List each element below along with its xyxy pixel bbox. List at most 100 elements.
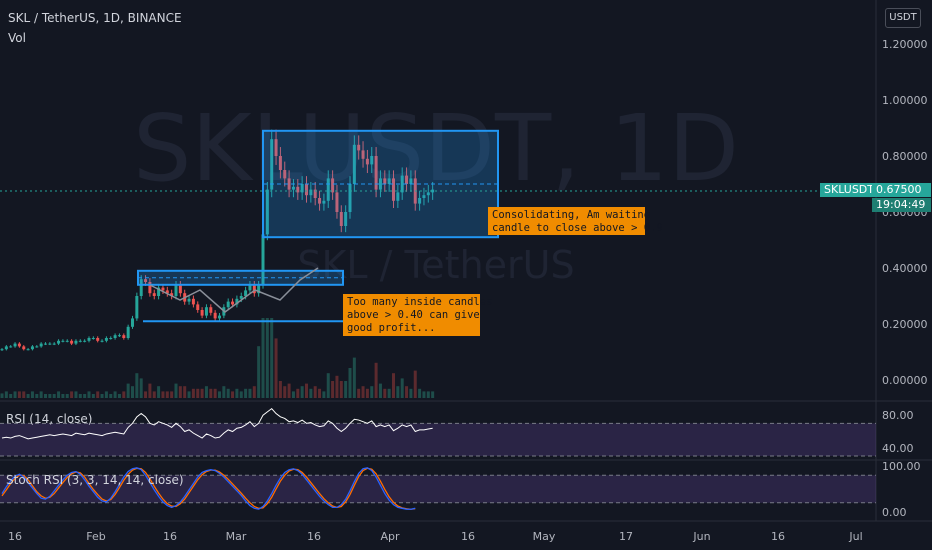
candle-body bbox=[357, 144, 361, 151]
candle-body bbox=[213, 312, 217, 319]
candle-body bbox=[191, 298, 195, 305]
candle-body bbox=[174, 284, 178, 296]
volume-bar bbox=[135, 373, 139, 398]
volume-bar bbox=[257, 346, 261, 398]
candle-body bbox=[131, 318, 134, 327]
candle-body bbox=[100, 340, 104, 342]
candle-body bbox=[22, 346, 26, 350]
candle-body bbox=[326, 178, 330, 201]
volume-bar bbox=[283, 386, 287, 398]
x-tick-label: 16 bbox=[461, 530, 475, 543]
candle-body bbox=[257, 284, 261, 294]
candle-body bbox=[296, 186, 300, 193]
x-tick-label: Jun bbox=[692, 530, 710, 543]
volume-bar bbox=[157, 386, 161, 398]
candle-body bbox=[287, 178, 291, 190]
candle-body bbox=[270, 139, 274, 190]
volume-bar bbox=[335, 375, 339, 398]
candle-body bbox=[26, 349, 30, 351]
candle-body bbox=[165, 290, 169, 294]
stoch-d-line bbox=[1, 467, 416, 510]
x-tick-label: 17 bbox=[619, 530, 633, 543]
volume-bar bbox=[183, 386, 187, 398]
projection-path bbox=[149, 267, 319, 313]
candle-body bbox=[226, 301, 230, 308]
candle-body bbox=[109, 338, 113, 339]
volume-bar bbox=[370, 386, 374, 398]
volume-bar bbox=[357, 388, 361, 398]
volume-bar bbox=[265, 318, 269, 398]
volume-bar bbox=[174, 383, 178, 398]
candle-body bbox=[309, 189, 313, 196]
volume-bar bbox=[104, 391, 108, 398]
volume-bar bbox=[209, 388, 213, 398]
volume-label[interactable]: Vol bbox=[8, 31, 26, 45]
candle-body bbox=[405, 175, 409, 184]
candle-body bbox=[244, 290, 248, 296]
candle-body bbox=[91, 338, 95, 339]
candle-body bbox=[196, 304, 200, 310]
candle-body bbox=[331, 178, 335, 193]
volume-bar bbox=[117, 394, 121, 398]
volume-bar bbox=[165, 391, 169, 398]
symbol-title[interactable]: SKL / TetherUS, 1D, BINANCE bbox=[8, 11, 182, 25]
volume-bar bbox=[244, 388, 248, 398]
candle-body bbox=[74, 340, 78, 344]
annotation-consolidating[interactable]: Consolidating, Am waiting candle to clos… bbox=[488, 207, 663, 235]
x-tick-label: 16 bbox=[771, 530, 785, 543]
candle-body bbox=[283, 170, 287, 179]
annotation-inside-candles[interactable]: Too many inside candles above > 0.40 can… bbox=[343, 294, 492, 336]
volume-bar bbox=[313, 386, 317, 398]
candle-body bbox=[170, 293, 174, 296]
candle-body bbox=[392, 178, 395, 201]
volume-bar bbox=[196, 388, 200, 398]
last-price-tag: 0.67500 bbox=[872, 183, 931, 197]
volume-bar bbox=[26, 394, 30, 398]
volume-bar bbox=[378, 383, 382, 398]
annotation-line: above > 0.40 can give bbox=[347, 309, 480, 321]
volume-bar bbox=[4, 391, 8, 398]
volume-bar bbox=[326, 373, 330, 398]
candle-body bbox=[35, 346, 39, 348]
candle-body bbox=[352, 144, 356, 184]
volume-bar bbox=[148, 383, 152, 398]
volume-bar bbox=[52, 394, 56, 398]
candle-body bbox=[278, 156, 282, 170]
candle-body bbox=[396, 192, 400, 201]
candle-body bbox=[361, 150, 365, 159]
x-tick-label: 16 bbox=[307, 530, 321, 543]
x-tick-label: Mar bbox=[226, 530, 247, 543]
volume-bar bbox=[9, 394, 13, 398]
stoch-rsi-label[interactable]: Stoch RSI (3, 3, 14, 14, close) bbox=[6, 473, 184, 487]
volume-bar bbox=[48, 394, 52, 398]
volume-bar bbox=[270, 318, 274, 398]
rsi-label[interactable]: RSI (14, close) bbox=[6, 412, 93, 426]
candle-body bbox=[161, 287, 165, 291]
volume-bar bbox=[213, 388, 217, 398]
volume-bar bbox=[300, 386, 304, 398]
candle-body bbox=[418, 198, 422, 204]
volume-bar bbox=[318, 388, 322, 398]
candle-body bbox=[96, 338, 100, 341]
volume-bar bbox=[400, 378, 404, 398]
candle-body bbox=[39, 343, 43, 347]
y-tick-label: 0.20000 bbox=[882, 318, 928, 331]
y-tick-label: 0.00000 bbox=[882, 374, 928, 387]
candle-body bbox=[313, 189, 317, 198]
x-tick-label: Jul bbox=[848, 530, 862, 543]
candle-body bbox=[57, 340, 61, 344]
candle-body bbox=[113, 335, 117, 338]
volume-bar bbox=[361, 386, 365, 398]
annotation-line: good profit... bbox=[347, 322, 436, 334]
y-tick-label: 0.40000 bbox=[882, 262, 928, 275]
volume-bar bbox=[17, 391, 21, 398]
currency-button[interactable]: USDT bbox=[885, 8, 921, 28]
volume-bar bbox=[396, 386, 400, 398]
volume-bar bbox=[100, 394, 104, 398]
volume-bar bbox=[200, 388, 204, 398]
candle-body bbox=[117, 335, 121, 337]
volume-bar bbox=[287, 383, 291, 398]
candle-body bbox=[52, 343, 56, 345]
volume-bar bbox=[331, 381, 335, 398]
